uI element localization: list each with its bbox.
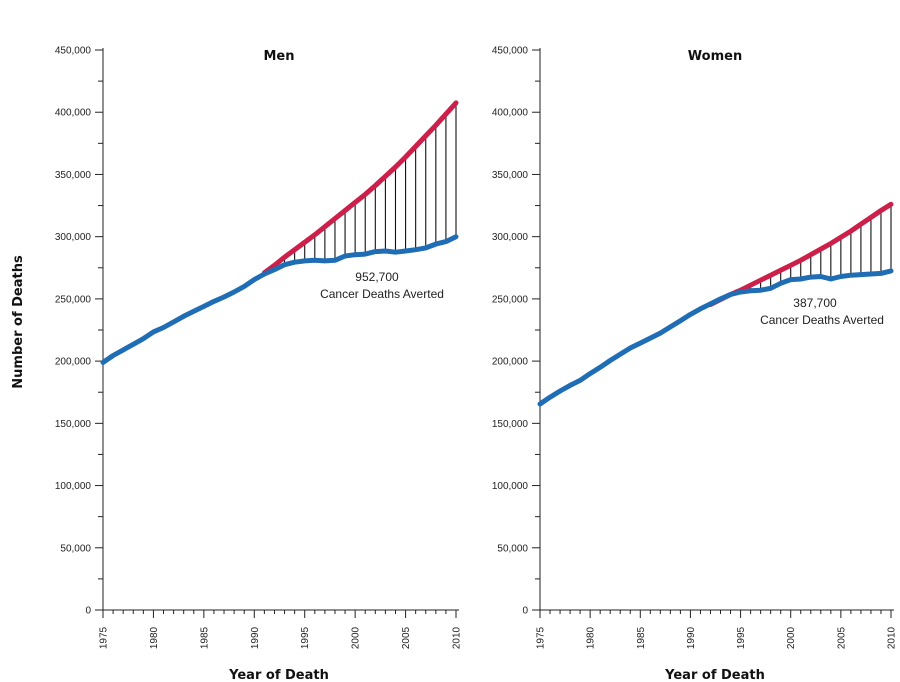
x-tick-label: 1975 [536, 626, 547, 649]
chart-title: Men [263, 49, 294, 64]
x-tick-label: 2010 [887, 626, 898, 649]
chart-panel-men: Men Year of Death 952,700 Cancer Deaths … [55, 46, 463, 682]
expected-deaths-line [261, 100, 459, 276]
x-tick-label: 1975 [99, 626, 110, 649]
observed-deaths-line [100, 234, 459, 365]
x-tick-label: 2000 [351, 626, 362, 649]
y-tick-label: 250,000 [492, 294, 529, 305]
y-tick-label: 450,000 [492, 46, 529, 57]
x-axis-title: Year of Death [228, 668, 329, 682]
y-tick-label: 300,000 [55, 232, 92, 243]
x-tick-label: 2010 [452, 626, 463, 649]
x-tick-label: 1985 [636, 626, 647, 649]
observed-deaths-line [537, 268, 894, 407]
y-tick-label: 250,000 [55, 294, 92, 305]
y-tick-label: 150,000 [55, 419, 92, 430]
annotation-value: 387,700 [793, 296, 837, 310]
y-tick-label: 400,000 [55, 108, 92, 119]
x-axis-title: Year of Death [664, 668, 765, 682]
y-tick-label: 400,000 [492, 108, 529, 119]
x-tick-label: 1995 [300, 626, 311, 649]
x-tick-label: 1995 [736, 626, 747, 649]
y-tick-label: 150,000 [492, 419, 529, 430]
x-tick-label: 1990 [686, 626, 697, 649]
x-tick-label: 1980 [586, 626, 597, 649]
y-tick-label: 300,000 [492, 232, 529, 243]
chart-panel-women: Women Year of Death 387,700 Cancer Death… [492, 46, 898, 682]
y-tick-label: 100,000 [492, 481, 529, 492]
x-tick-label: 1980 [149, 626, 160, 649]
y-tick-label: 50,000 [497, 543, 528, 554]
expected-deaths-line [708, 201, 894, 307]
y-axis-title: Number of Deaths [11, 255, 26, 389]
x-tick-label: 2000 [786, 626, 797, 649]
annotation-value: 952,700 [355, 270, 399, 284]
y-tick-label: 0 [522, 606, 528, 617]
y-tick-label: 350,000 [55, 170, 92, 181]
y-tick-label: 200,000 [492, 357, 529, 368]
x-tick-label: 1990 [250, 626, 261, 649]
y-tick-label: 50,000 [60, 543, 91, 554]
y-tick-label: 100,000 [55, 481, 92, 492]
chart-title: Women [688, 49, 742, 64]
y-tick-label: 450,000 [55, 46, 92, 57]
y-tick-label: 0 [85, 606, 91, 617]
x-tick-label: 2005 [836, 626, 847, 649]
annotation-text: Cancer Deaths Averted [760, 313, 884, 327]
x-tick-label: 2005 [401, 626, 412, 649]
y-tick-label: 350,000 [492, 170, 529, 181]
y-tick-label: 200,000 [55, 357, 92, 368]
x-tick-label: 1985 [199, 626, 210, 649]
annotation-text: Cancer Deaths Averted [320, 287, 444, 301]
